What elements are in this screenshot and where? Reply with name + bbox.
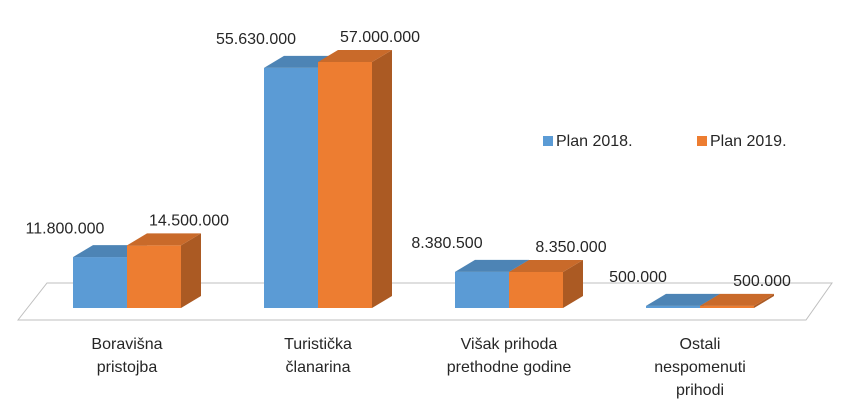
bar bbox=[127, 233, 201, 308]
bar bbox=[509, 259, 583, 308]
bar-front bbox=[127, 245, 181, 308]
bar-top bbox=[318, 50, 392, 62]
bar bbox=[700, 293, 774, 308]
bar-top bbox=[700, 293, 774, 306]
value-label: 55.630.000 bbox=[216, 31, 296, 48]
x-tick-label: pristojba bbox=[97, 359, 158, 376]
bar-top bbox=[455, 259, 529, 272]
value-label: 11.800.000 bbox=[26, 220, 105, 237]
bar-top bbox=[509, 259, 583, 272]
bar-front bbox=[264, 67, 318, 308]
floor bbox=[16, 282, 833, 321]
value-label: 8.350.000 bbox=[535, 239, 606, 256]
bar-front bbox=[455, 271, 509, 308]
bar-front bbox=[73, 257, 127, 308]
x-tick-label: prihodi bbox=[676, 382, 724, 399]
legend-swatch bbox=[543, 136, 553, 146]
value-label: 8.380.500 bbox=[411, 235, 482, 252]
legend-label: Plan 2018. bbox=[556, 133, 633, 150]
value-label: 14.500.000 bbox=[149, 213, 229, 230]
legend-swatch bbox=[697, 136, 707, 146]
legend-label: Plan 2019. bbox=[710, 133, 787, 150]
value-label: 500.000 bbox=[609, 269, 667, 286]
bar-side bbox=[372, 50, 392, 308]
bar-top bbox=[127, 233, 201, 246]
x-tick-label: Turistička bbox=[284, 336, 352, 353]
bar-top bbox=[646, 293, 720, 306]
bar-side bbox=[563, 259, 583, 308]
x-tick-label: nespomenuti bbox=[654, 359, 746, 376]
x-tick-label: prethodne godine bbox=[447, 359, 572, 376]
value-label: 500.000 bbox=[733, 273, 791, 290]
x-tick-label: Ostali bbox=[680, 336, 721, 353]
bar-front bbox=[509, 271, 563, 308]
bar-side bbox=[181, 233, 201, 308]
x-tick-label: članarina bbox=[286, 359, 351, 376]
bar-front bbox=[318, 62, 372, 308]
bar-front bbox=[700, 305, 754, 308]
bar-side bbox=[754, 293, 774, 308]
bar-front bbox=[646, 305, 700, 308]
x-tick-label: Višak prihoda bbox=[461, 336, 558, 353]
bar bbox=[318, 50, 392, 308]
x-tick-label: Boravišna bbox=[91, 336, 162, 353]
value-label: 57.000.000 bbox=[340, 29, 420, 46]
